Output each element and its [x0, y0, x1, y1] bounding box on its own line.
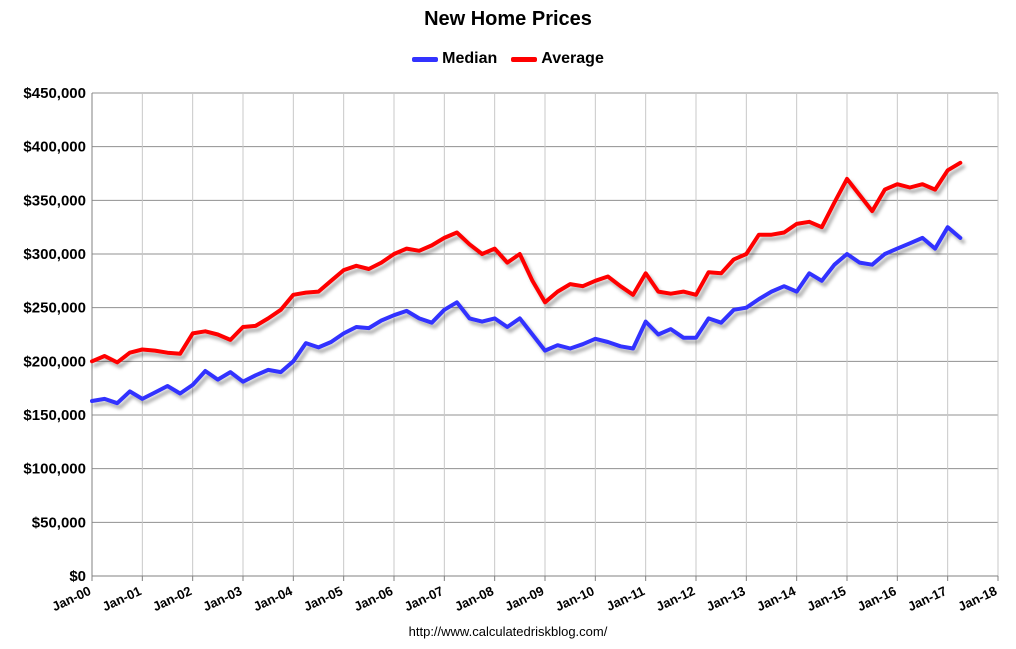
y-tick-label: $150,000: [23, 407, 86, 424]
x-tick-label: Jan-08: [452, 583, 496, 614]
y-tick-label: $250,000: [23, 300, 86, 317]
chart-title: New Home Prices: [424, 8, 592, 30]
legend-label-median: Median: [442, 50, 498, 67]
legend-swatch-median: [412, 56, 439, 62]
y-tick-label: $0: [69, 568, 86, 585]
x-tick-label: Jan-09: [503, 583, 547, 614]
x-tick-label: Jan-14: [754, 583, 798, 614]
x-tick-label: Jan-17: [905, 583, 949, 614]
legend-swatch-average: [511, 56, 538, 62]
x-tick-label: Jan-16: [855, 583, 899, 614]
x-tick-label: Jan-04: [251, 583, 295, 614]
x-tick-label: Jan-10: [553, 583, 597, 614]
series-line-median: [90, 225, 963, 406]
x-tick-label: Jan-07: [402, 583, 446, 614]
y-tick-label: $300,000: [23, 246, 86, 263]
y-tick-label: $50,000: [32, 514, 86, 531]
y-tick-label: $200,000: [23, 353, 86, 370]
x-tick-label: Jan-03: [201, 583, 245, 614]
legend-item-median: Median: [412, 50, 497, 68]
y-tick-label: $100,000: [23, 461, 86, 478]
x-tick-label: Jan-05: [301, 583, 345, 614]
y-axis-ticks: $0 $50,000 $100,000 $150,000 $200,000 $250,00…: [23, 85, 86, 585]
x-tick-label: Jan-06: [352, 583, 396, 614]
y-tick-label: $350,000: [23, 192, 86, 209]
chart-legend: Median Average: [0, 50, 1016, 68]
legend-item-average: Average: [511, 50, 604, 68]
x-tick-label: Jan-02: [150, 583, 194, 614]
x-tick-label: Jan-11: [604, 583, 647, 614]
x-tick-label: Jan-15: [805, 583, 849, 614]
source-url: http://www.calculatedriskblog.com/: [408, 624, 608, 639]
x-tick-label: Jan-12: [654, 583, 698, 614]
x-axis-ticks: Jan-00 Jan-01 Jan-02 Jan-03 Jan-04 Jan-05 Jan-…: [50, 576, 1000, 614]
x-tick-label: Jan-13: [704, 583, 748, 614]
x-tick-label: Jan-00: [50, 583, 94, 614]
y-tick-label: $450,000: [23, 85, 86, 102]
y-tick-label: $400,000: [23, 139, 86, 156]
series-layer: [90, 160, 963, 406]
gridlines: [92, 92, 999, 576]
x-tick-label: Jan-01: [100, 583, 144, 614]
series-line-average: [90, 160, 963, 365]
x-tick-label: Jan-18: [956, 583, 1000, 614]
legend-label-average: Average: [541, 50, 604, 67]
